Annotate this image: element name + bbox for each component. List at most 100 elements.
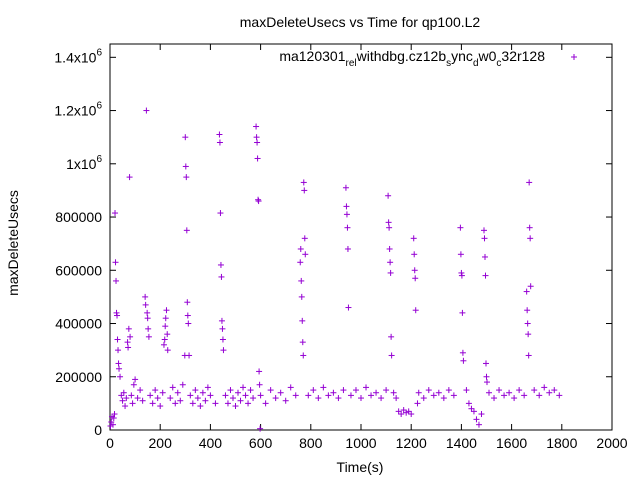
legend-label-part: ma120301 <box>279 48 345 64</box>
data-point <box>253 134 260 141</box>
data-point <box>415 389 422 396</box>
x-axis-label: Time(s) <box>337 459 384 475</box>
data-point <box>152 387 159 394</box>
data-point <box>144 315 151 322</box>
data-point <box>189 400 196 407</box>
data-point <box>410 235 417 242</box>
data-point <box>330 389 337 396</box>
data-point <box>177 397 184 404</box>
data-point <box>344 224 351 231</box>
data-point <box>277 389 284 396</box>
data-point <box>516 387 523 394</box>
data-point <box>345 304 352 311</box>
data-point <box>114 336 121 343</box>
data-point <box>172 400 179 407</box>
data-point <box>113 277 120 284</box>
data-point <box>117 373 124 380</box>
data-point <box>163 307 170 314</box>
data-point <box>220 347 227 354</box>
data-point <box>183 227 190 234</box>
x-tick-label: 200 <box>149 435 173 451</box>
data-point <box>440 395 447 402</box>
data-point <box>216 131 223 138</box>
data-point <box>556 392 563 399</box>
data-point <box>257 425 264 432</box>
data-point <box>254 139 261 146</box>
data-point <box>232 403 239 410</box>
data-point <box>242 392 249 399</box>
data-point <box>183 174 190 181</box>
data-point <box>457 251 464 258</box>
y-tick-label: 1x106 <box>66 154 102 172</box>
data-point <box>521 392 528 399</box>
y-tick-label: 1.2x106 <box>54 101 102 119</box>
y-tick-label: 600000 <box>55 262 102 278</box>
y-tick-label-base: 1.4x10 <box>54 49 96 65</box>
data-point <box>299 339 306 346</box>
legend-label-part: c <box>496 58 501 69</box>
data-point <box>458 272 465 279</box>
y-axis-ticks: 02000004000006000008000001x1061.2x1061.4… <box>54 47 612 438</box>
data-point <box>387 269 394 276</box>
data-point <box>302 251 309 258</box>
data-point <box>124 339 131 346</box>
data-point <box>164 331 171 338</box>
y-tick-label: 800000 <box>55 209 102 225</box>
y-tick-label-base: 1x10 <box>66 156 97 172</box>
data-point <box>197 403 204 410</box>
data-point <box>305 392 312 399</box>
x-tick-label: 1000 <box>345 435 376 451</box>
data-point <box>245 400 252 407</box>
data-point <box>142 301 149 308</box>
data-point <box>219 336 226 343</box>
data-point <box>482 360 489 367</box>
data-point <box>262 400 269 407</box>
data-point <box>253 123 260 130</box>
data-point <box>116 365 123 372</box>
data-point <box>184 312 191 319</box>
data-point <box>123 395 130 402</box>
data-point <box>420 395 427 402</box>
data-point <box>255 196 262 203</box>
data-point <box>480 227 487 234</box>
data-point <box>378 395 385 402</box>
y-tick-label-base: 1.2x10 <box>54 103 96 119</box>
legend-label-part: ithdbg.cz12b <box>367 48 447 64</box>
data-point <box>128 392 135 399</box>
data-point <box>411 267 418 274</box>
legend-label: ma120301relwithdbg.cz12bsyncdw0c32r128 <box>279 48 545 69</box>
data-point <box>541 384 548 391</box>
x-tick-label: 1200 <box>396 435 427 451</box>
data-point <box>282 397 289 404</box>
legend-label-part: w0 <box>478 48 497 64</box>
data-point <box>254 155 261 162</box>
data-point <box>335 395 342 402</box>
data-point <box>460 357 467 364</box>
data-point <box>110 415 117 422</box>
data-point <box>430 392 437 399</box>
data-point <box>408 411 415 418</box>
data-point <box>204 384 211 391</box>
data-point <box>199 389 206 396</box>
data-point <box>287 384 294 391</box>
data-point <box>240 384 247 391</box>
data-point <box>217 210 224 217</box>
data-point <box>222 392 229 399</box>
data-point <box>229 395 236 402</box>
data-point <box>272 395 279 402</box>
data-point <box>179 381 186 388</box>
data-point <box>387 259 394 266</box>
data-point <box>112 210 119 217</box>
data-point <box>167 395 174 402</box>
data-point <box>496 387 503 394</box>
data-point <box>468 405 475 412</box>
x-tick-label: 600 <box>249 435 273 451</box>
data-point <box>192 387 199 394</box>
data-point <box>137 387 144 394</box>
data-point <box>256 368 263 375</box>
data-point <box>297 245 304 252</box>
data-point <box>506 389 513 396</box>
data-point <box>300 179 307 186</box>
data-point <box>162 323 169 330</box>
